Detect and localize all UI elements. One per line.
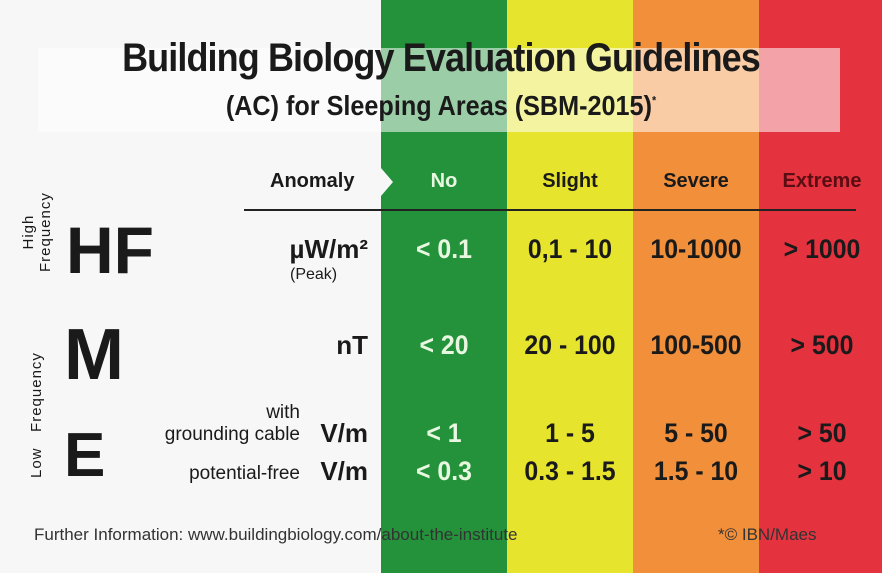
subtitle-mark: * — [651, 93, 657, 108]
e-grounded-label: grounding cable — [164, 424, 300, 445]
hf-no: < 0.1 — [416, 234, 472, 264]
header-severe: Severe — [663, 170, 729, 192]
hf-extreme: > 1000 — [783, 234, 861, 264]
section-low-sub: Frequency — [28, 352, 45, 432]
hf-symbol: HF — [66, 213, 154, 287]
header-no: No — [430, 170, 458, 192]
header-extreme: Extreme — [782, 170, 862, 192]
m-unit: nT — [336, 330, 368, 360]
m-symbol: M — [64, 315, 124, 395]
e-grounded-label-top: with — [266, 402, 300, 423]
e-grounded-extreme: > 50 — [797, 418, 847, 448]
footer-info: Further Information: www.buildingbiology… — [34, 525, 518, 544]
e-free-severe: 1.5 - 10 — [653, 456, 739, 486]
e-free-extreme: > 10 — [797, 456, 847, 486]
m-no: < 20 — [419, 330, 469, 360]
anomaly-label: Anomaly — [270, 170, 355, 192]
e-grounded-no: < 1 — [426, 418, 462, 448]
title-panel — [38, 48, 840, 132]
m-extreme: > 500 — [790, 330, 854, 360]
m-severe: 100-500 — [650, 330, 742, 360]
header-slight: Slight — [542, 170, 598, 192]
page-title: Building Biology Evaluation Guidelines — [122, 36, 761, 80]
hf-note: (Peak) — [290, 266, 338, 283]
section-low-label: Low — [28, 447, 45, 478]
section-low-frequency: Low Frequency — [28, 352, 45, 478]
footer-credit: *© IBN/Maes — [718, 525, 817, 544]
e-grounded-unit: V/m — [320, 418, 368, 448]
e-symbol: E — [64, 421, 106, 490]
section-high-label: High — [20, 214, 37, 250]
e-free-no: < 0.3 — [416, 456, 472, 486]
e-free-slight: 0.3 - 1.5 — [524, 456, 616, 486]
header-divider — [244, 209, 856, 211]
e-free-label: potential-free — [189, 463, 300, 484]
section-high-sub: Frequency — [37, 192, 54, 272]
hf-slight: 0,1 - 10 — [527, 234, 613, 264]
page-subtitle: (AC) for Sleeping Areas (SBM-2015)* — [44, 90, 838, 122]
section-high-frequency: High Frequency — [20, 192, 54, 272]
arrow-shape — [381, 168, 393, 196]
m-slight: 20 - 100 — [524, 330, 616, 360]
e-free-unit: V/m — [320, 456, 368, 486]
hf-unit: µW/m² — [289, 234, 368, 264]
e-grounded-slight: 1 - 5 — [545, 418, 595, 448]
e-grounded-severe: 5 - 50 — [664, 418, 728, 448]
hf-severe: 10-1000 — [650, 234, 742, 264]
subtitle-text: (AC) for Sleeping Areas (SBM-2015) — [225, 90, 652, 121]
